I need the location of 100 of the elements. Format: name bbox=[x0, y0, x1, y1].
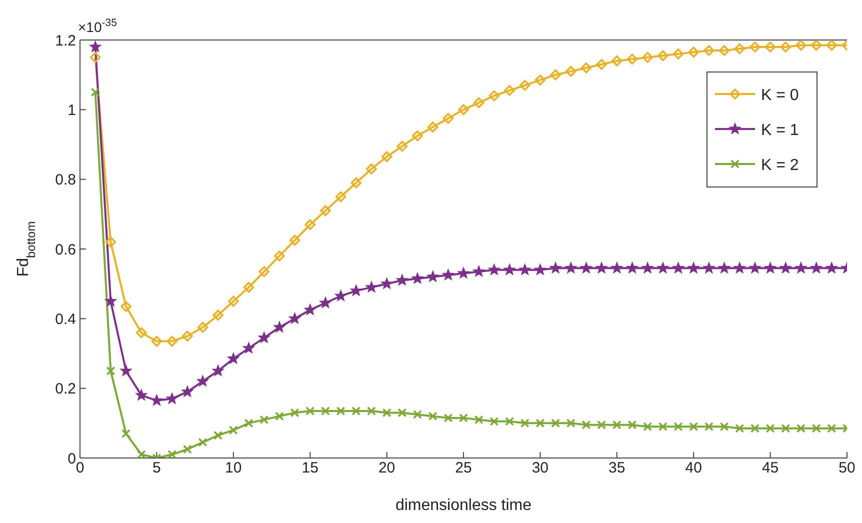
point bbox=[734, 262, 746, 274]
x-tick-label: 35 bbox=[608, 460, 626, 477]
point bbox=[812, 424, 821, 433]
x-tick-label: 5 bbox=[152, 460, 161, 477]
point bbox=[396, 140, 408, 152]
point bbox=[212, 310, 224, 321]
point bbox=[488, 264, 500, 275]
point bbox=[306, 406, 315, 416]
point bbox=[519, 264, 530, 275]
point bbox=[120, 365, 132, 376]
point bbox=[258, 266, 270, 278]
point bbox=[381, 278, 392, 289]
point bbox=[718, 45, 730, 56]
point bbox=[596, 58, 607, 70]
point bbox=[473, 266, 484, 277]
point bbox=[366, 281, 378, 292]
point bbox=[764, 42, 776, 52]
point bbox=[228, 426, 238, 435]
point bbox=[703, 262, 715, 274]
y-tick-label: 0.4 bbox=[55, 310, 76, 328]
point bbox=[704, 422, 714, 432]
point bbox=[718, 262, 730, 274]
point bbox=[550, 69, 561, 80]
point bbox=[105, 295, 116, 306]
point bbox=[611, 262, 623, 274]
point bbox=[688, 262, 700, 274]
point bbox=[488, 90, 500, 102]
y-tick-label: 1 bbox=[68, 102, 76, 119]
point bbox=[612, 420, 622, 430]
point bbox=[166, 336, 178, 347]
point bbox=[810, 262, 822, 274]
x-tick-label: 30 bbox=[532, 460, 549, 477]
x-axis-title: dimensionless time bbox=[395, 497, 532, 514]
point bbox=[735, 424, 744, 433]
point bbox=[688, 46, 699, 58]
point bbox=[120, 301, 132, 312]
point bbox=[643, 422, 652, 432]
point bbox=[151, 394, 162, 406]
x-tick-label: 50 bbox=[838, 460, 856, 477]
y-tick-label: 0.8 bbox=[55, 172, 76, 189]
x-tick-label: 45 bbox=[762, 460, 779, 477]
point bbox=[473, 97, 484, 108]
y-tick-label: 0.6 bbox=[55, 241, 76, 258]
point bbox=[827, 424, 836, 433]
point bbox=[550, 262, 562, 274]
point bbox=[243, 342, 254, 354]
point bbox=[197, 375, 208, 386]
point bbox=[350, 284, 362, 296]
point bbox=[260, 415, 269, 424]
point bbox=[352, 406, 361, 416]
point bbox=[151, 336, 162, 347]
point bbox=[504, 264, 516, 275]
point bbox=[689, 422, 698, 432]
point bbox=[166, 392, 178, 404]
point bbox=[766, 424, 775, 433]
point bbox=[244, 418, 254, 428]
point bbox=[672, 48, 684, 60]
point bbox=[106, 366, 116, 376]
point bbox=[796, 424, 806, 433]
point bbox=[182, 444, 192, 454]
point bbox=[657, 262, 669, 274]
point bbox=[444, 413, 453, 422]
point bbox=[796, 40, 806, 51]
point bbox=[304, 219, 316, 230]
point bbox=[626, 54, 638, 65]
point bbox=[612, 56, 622, 66]
point bbox=[243, 282, 254, 293]
point bbox=[412, 410, 422, 419]
point bbox=[536, 418, 545, 428]
legend-label: K = 2 bbox=[761, 157, 799, 174]
point bbox=[290, 408, 300, 418]
point bbox=[658, 422, 668, 432]
point bbox=[474, 415, 484, 424]
point bbox=[412, 130, 423, 142]
point bbox=[90, 52, 101, 63]
point bbox=[198, 438, 208, 447]
point bbox=[320, 205, 331, 216]
legend-label: K = 0 bbox=[761, 87, 799, 104]
point bbox=[674, 422, 683, 432]
point bbox=[182, 386, 194, 397]
point bbox=[658, 50, 668, 62]
point bbox=[519, 80, 530, 91]
point bbox=[274, 412, 284, 421]
point bbox=[459, 413, 468, 422]
point bbox=[274, 250, 285, 262]
point bbox=[382, 408, 392, 418]
point bbox=[750, 42, 760, 52]
point bbox=[320, 406, 330, 416]
y-tick-label: 1.2 bbox=[55, 32, 76, 50]
point bbox=[566, 418, 576, 428]
point bbox=[136, 450, 146, 458]
point bbox=[565, 262, 577, 274]
point bbox=[642, 262, 654, 274]
point bbox=[826, 262, 838, 274]
point bbox=[335, 290, 346, 301]
point bbox=[105, 236, 116, 248]
point bbox=[780, 42, 792, 52]
point bbox=[442, 269, 454, 280]
point bbox=[304, 304, 316, 315]
point bbox=[597, 420, 606, 430]
